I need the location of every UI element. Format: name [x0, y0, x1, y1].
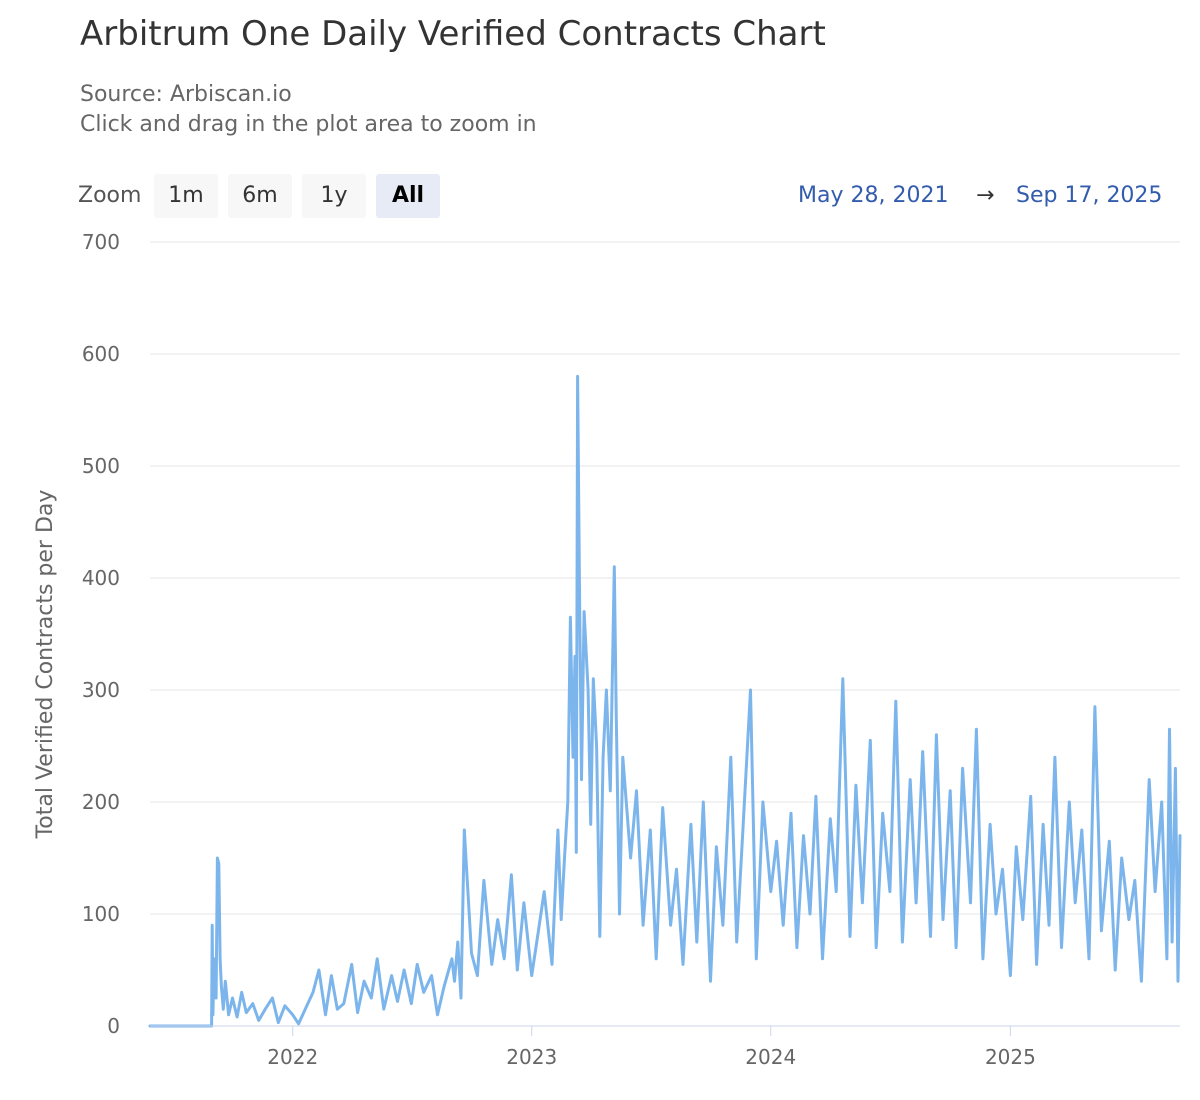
y-tick-label: 500 — [82, 454, 120, 478]
y-tick-label: 0 — [107, 1014, 120, 1038]
range-to-date[interactable]: Sep 17, 2025 — [1016, 183, 1163, 208]
range-arrow-icon: → — [976, 183, 995, 208]
y-tick-label: 400 — [82, 566, 120, 590]
series-line-0 — [148, 374, 1182, 1028]
y-tick-label: 200 — [82, 790, 120, 814]
x-tick-label: 2024 — [745, 1045, 796, 1069]
y-axis-ticks: 0 100 200 300 400 500 600 700 — [82, 230, 120, 1038]
y-tick-label: 300 — [82, 678, 120, 702]
chart-title: Arbitrum One Daily Verified Contracts Ch… — [80, 14, 826, 54]
zoom-button-6m[interactable]: 6m — [228, 174, 292, 218]
chart-subtitle-hint: Click and drag in the plot area to zoom … — [80, 112, 537, 137]
zoom-button-1m[interactable]: 1m — [154, 174, 218, 218]
y-tick-label: 100 — [82, 902, 120, 926]
y-tick-label: 700 — [82, 230, 120, 254]
chart-subtitle-source: Source: Arbiscan.io — [80, 82, 292, 107]
x-tick-label: 2022 — [267, 1045, 318, 1069]
zoom-button-all[interactable]: All — [376, 174, 440, 218]
x-tick-label: 2023 — [506, 1045, 557, 1069]
grid-lines — [150, 241, 1180, 915]
series-group — [148, 374, 1182, 1028]
zoom-button-1y[interactable]: 1y — [302, 174, 366, 218]
x-axis-ticks: 2022 2023 2024 2025 — [267, 1026, 1036, 1069]
y-axis-title: Total Verified Contracts per Day — [33, 490, 58, 840]
y-tick-label: 600 — [82, 342, 120, 366]
zoom-label: Zoom — [78, 183, 142, 208]
range-from-date[interactable]: May 28, 2021 — [798, 183, 949, 208]
x-tick-label: 2025 — [985, 1045, 1036, 1069]
